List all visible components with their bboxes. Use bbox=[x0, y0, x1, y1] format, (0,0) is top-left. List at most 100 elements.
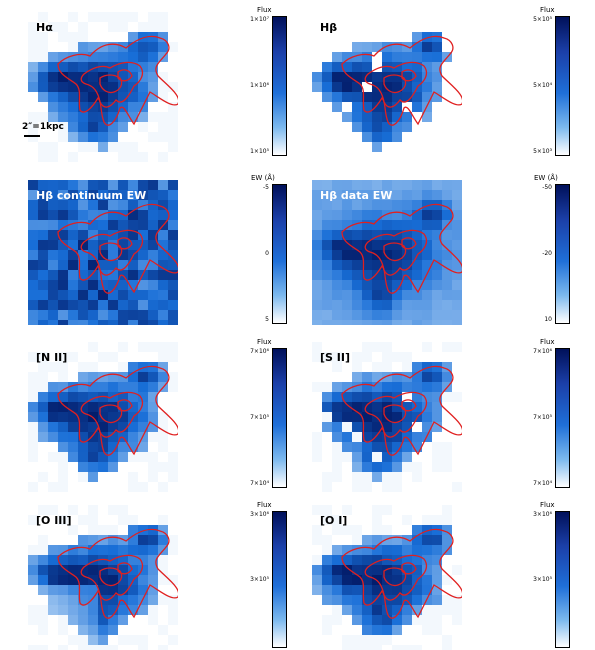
map-pixel bbox=[382, 392, 393, 403]
map-pixel bbox=[148, 535, 159, 546]
halpha-map bbox=[28, 12, 178, 162]
map-pixel bbox=[128, 300, 139, 311]
scale-label: 2″=1kpc bbox=[22, 122, 64, 132]
map-pixel bbox=[158, 585, 168, 595]
map-pixel bbox=[382, 452, 393, 463]
map-pixel bbox=[362, 240, 373, 251]
map-pixel bbox=[312, 230, 323, 241]
map-pixel bbox=[88, 152, 98, 162]
map-pixel bbox=[148, 525, 159, 536]
map-pixel bbox=[422, 545, 433, 556]
map-pixel bbox=[78, 452, 89, 463]
map-pixel bbox=[342, 545, 353, 556]
contour-line bbox=[117, 69, 133, 82]
map-pixel bbox=[168, 372, 178, 382]
map-pixel bbox=[148, 310, 159, 321]
map-pixel bbox=[68, 482, 78, 492]
map-pixel bbox=[332, 12, 342, 22]
map-pixel bbox=[168, 362, 178, 372]
map-pixel bbox=[88, 190, 99, 201]
map-pixel bbox=[28, 422, 38, 432]
map-pixel bbox=[118, 382, 129, 393]
map-pixel bbox=[168, 270, 178, 281]
map-pixel bbox=[158, 625, 168, 635]
map-pixel bbox=[382, 372, 393, 383]
map-pixel bbox=[372, 645, 382, 650]
map-pixel bbox=[28, 515, 38, 525]
map-pixel bbox=[372, 442, 383, 453]
map-pixel bbox=[392, 392, 403, 403]
map-pixel bbox=[342, 190, 353, 201]
map-pixel bbox=[312, 412, 322, 422]
map-pixel bbox=[98, 250, 109, 261]
map-pixel bbox=[442, 22, 452, 32]
map-pixel bbox=[332, 412, 343, 423]
map-pixel bbox=[442, 625, 452, 635]
map-pixel bbox=[352, 645, 362, 650]
map-pixel bbox=[352, 320, 363, 325]
map-pixel bbox=[158, 200, 169, 211]
map-pixel bbox=[148, 102, 158, 112]
map-pixel bbox=[382, 152, 392, 162]
map-pixel bbox=[362, 362, 372, 372]
map-pixel bbox=[168, 132, 178, 142]
map-pixel bbox=[58, 142, 68, 152]
map-pixel bbox=[442, 565, 452, 575]
map-pixel bbox=[38, 82, 49, 93]
map-pixel bbox=[352, 112, 363, 123]
map-pixel bbox=[442, 122, 452, 132]
map-pixel bbox=[128, 392, 139, 403]
map-pixel bbox=[452, 545, 462, 555]
map-pixel bbox=[38, 210, 49, 221]
map-pixel bbox=[402, 122, 413, 133]
map-pixel bbox=[38, 92, 49, 103]
map-pixel bbox=[312, 122, 322, 132]
map-pixel bbox=[128, 152, 138, 162]
map-pixel bbox=[128, 352, 138, 362]
map-pixel bbox=[158, 635, 168, 645]
map-pixel bbox=[38, 635, 48, 645]
map-pixel bbox=[68, 300, 79, 311]
map-pixel bbox=[312, 432, 322, 442]
map-pixel bbox=[38, 605, 48, 615]
map-pixel bbox=[88, 362, 98, 372]
map-pixel bbox=[58, 625, 68, 635]
map-pixel bbox=[88, 200, 99, 211]
map-pixel bbox=[342, 535, 352, 545]
map-pixel bbox=[452, 142, 462, 152]
map-pixel bbox=[98, 645, 108, 650]
map-pixel bbox=[352, 132, 362, 142]
map-pixel bbox=[128, 565, 139, 576]
map-pixel bbox=[128, 635, 138, 645]
map-pixel bbox=[392, 462, 403, 473]
map-pixel bbox=[158, 535, 169, 546]
map-pixel bbox=[98, 565, 109, 576]
map-pixel bbox=[68, 142, 78, 152]
map-pixel bbox=[128, 270, 139, 281]
map-pixel bbox=[442, 112, 452, 122]
map-pixel bbox=[402, 412, 413, 423]
map-pixel bbox=[422, 12, 432, 22]
map-pixel bbox=[98, 585, 109, 596]
map-pixel bbox=[148, 362, 159, 373]
map-pixel bbox=[412, 565, 423, 576]
map-pixel bbox=[332, 180, 343, 191]
map-pixel bbox=[158, 452, 168, 462]
map-pixel bbox=[342, 575, 353, 586]
map-pixel bbox=[412, 220, 423, 231]
map-pixel bbox=[332, 442, 342, 452]
map-pixel bbox=[422, 535, 433, 546]
map-pixel bbox=[48, 362, 58, 372]
map-pixel bbox=[332, 290, 343, 301]
map-pixel bbox=[58, 270, 69, 281]
map-pixel bbox=[312, 220, 323, 231]
map-pixel bbox=[28, 462, 38, 472]
map-pixel bbox=[68, 72, 79, 83]
map-pixel bbox=[98, 260, 109, 271]
map-pixel bbox=[158, 402, 168, 412]
map-pixel bbox=[362, 352, 372, 362]
map-pixel bbox=[88, 180, 99, 191]
map-pixel bbox=[48, 575, 59, 586]
map-pixel bbox=[352, 555, 363, 566]
map-pixel bbox=[68, 342, 78, 352]
